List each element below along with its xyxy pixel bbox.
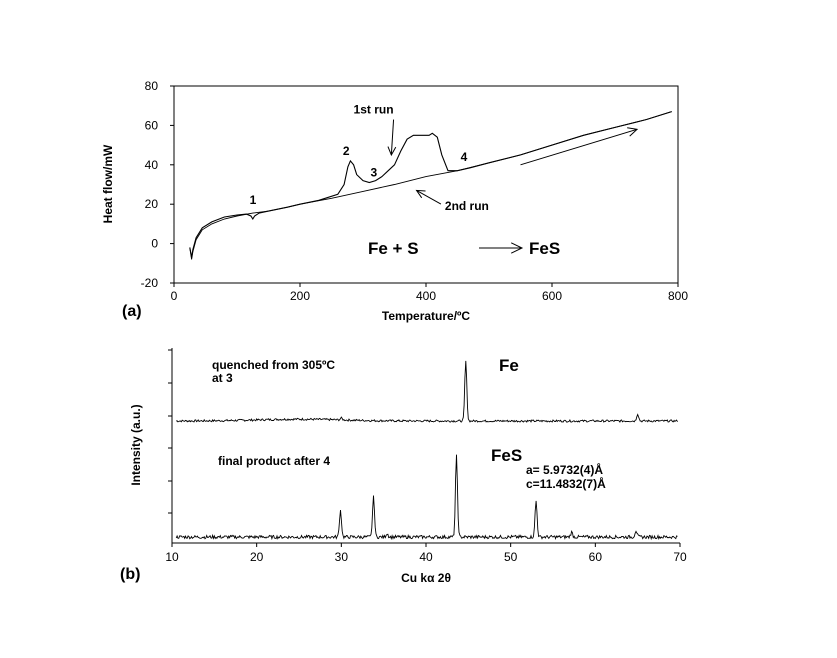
dsc-y-tick-label: -20 bbox=[141, 276, 159, 290]
xrd-x-tick-label: 30 bbox=[335, 550, 349, 564]
dsc-series bbox=[189, 111, 672, 260]
dsc-heating-arrow-head bbox=[627, 127, 639, 137]
dsc-heating-arrow-shaft bbox=[520, 128, 638, 166]
dsc-series-1st-run bbox=[189, 111, 672, 258]
xrd-y-axis-label: Intensity (a.u.) bbox=[129, 404, 143, 485]
dsc-y-axis-label: Heat flow/mW bbox=[101, 144, 115, 223]
dsc-equation-product: FeS bbox=[529, 239, 560, 258]
dsc-annotation-3: 3 bbox=[371, 166, 378, 180]
dsc-arrow-5-shaft bbox=[416, 189, 442, 205]
dsc-x-axis-label: Temperature/ºC bbox=[382, 309, 471, 323]
dsc-y-tick-label: 40 bbox=[145, 158, 159, 172]
xrd-y-ticks bbox=[168, 349, 172, 514]
dsc-annotation-1st-run: 1st run bbox=[354, 103, 394, 117]
dsc-x-tick-label: 600 bbox=[542, 289, 562, 303]
dsc-equation-arrow-head bbox=[510, 242, 524, 254]
xrd-x-tick-label: 60 bbox=[589, 550, 603, 564]
dsc-x-tick-label: 800 bbox=[668, 289, 688, 303]
xrd-panel: 10 20 30 40 50 60 70 Cu kα 2θ Intensity (a.u.)… bbox=[120, 348, 687, 585]
dsc-x-tick-label: 200 bbox=[290, 289, 310, 303]
lattice-a-text: a= 5.9732(4)Å bbox=[526, 462, 603, 477]
dsc-y-tick-label: 20 bbox=[145, 197, 159, 211]
xrd-x-axis-label: Cu kα 2θ bbox=[401, 571, 451, 585]
panel-label-b: (b) bbox=[120, 566, 140, 583]
xrd-x-tick-label: 40 bbox=[419, 550, 433, 564]
xrd-x-ticks: 10 20 30 40 50 60 70 bbox=[165, 543, 687, 564]
dsc-y-ticks: -20 0 20 40 60 80 bbox=[141, 79, 174, 290]
dsc-panel: 0 200 400 600 800 -20 0 20 40 60 80 1 2 3 4 1st run 2n… bbox=[101, 79, 688, 323]
dsc-annotation-1: 1 bbox=[250, 193, 257, 207]
dsc-arrow-5-head bbox=[415, 189, 426, 199]
lattice-c-text: c=11.4832(7)Å bbox=[526, 476, 606, 491]
xrd-x-tick-label: 50 bbox=[504, 550, 518, 564]
xrd-pattern-fe bbox=[176, 360, 678, 423]
dsc-arrow-4-shaft bbox=[390, 119, 395, 155]
xrd-series bbox=[175, 360, 678, 541]
fes-label: FeS bbox=[491, 446, 522, 465]
dsc-y-tick-label: 60 bbox=[145, 118, 159, 132]
xrd-x-tick-label: 70 bbox=[673, 550, 687, 564]
fe-label: Fe bbox=[499, 356, 519, 375]
dsc-annotations: 1 2 3 4 1st run 2nd run Fe + S FeS bbox=[250, 103, 639, 258]
fe-condition-line1: quenched from 305ºC bbox=[212, 358, 335, 372]
dsc-x-tick-label: 0 bbox=[171, 289, 178, 303]
dsc-annotation-4: 4 bbox=[461, 150, 468, 164]
dsc-plot-frame bbox=[173, 85, 679, 284]
dsc-series-2nd-run bbox=[189, 111, 672, 260]
dsc-y-tick-label: 80 bbox=[145, 79, 159, 93]
dsc-annotation-2: 2 bbox=[343, 144, 350, 158]
xrd-x-tick-label: 20 bbox=[250, 550, 264, 564]
dsc-annotation-2nd-run: 2nd run bbox=[445, 199, 489, 213]
xrd-pattern-fes bbox=[175, 454, 678, 541]
dsc-x-ticks: 0 200 400 600 800 bbox=[171, 283, 688, 303]
dsc-arrow-4-head bbox=[387, 146, 397, 157]
dsc-y-tick-label: 0 bbox=[151, 237, 158, 251]
fes-condition: final product after 4 bbox=[218, 454, 330, 468]
dsc-equation-reactants: Fe + S bbox=[368, 239, 419, 258]
panel-label-a: (a) bbox=[122, 303, 142, 320]
dsc-x-tick-label: 400 bbox=[416, 289, 436, 303]
xrd-x-tick-label: 10 bbox=[165, 550, 179, 564]
fe-condition-line2: at 3 bbox=[212, 371, 233, 385]
